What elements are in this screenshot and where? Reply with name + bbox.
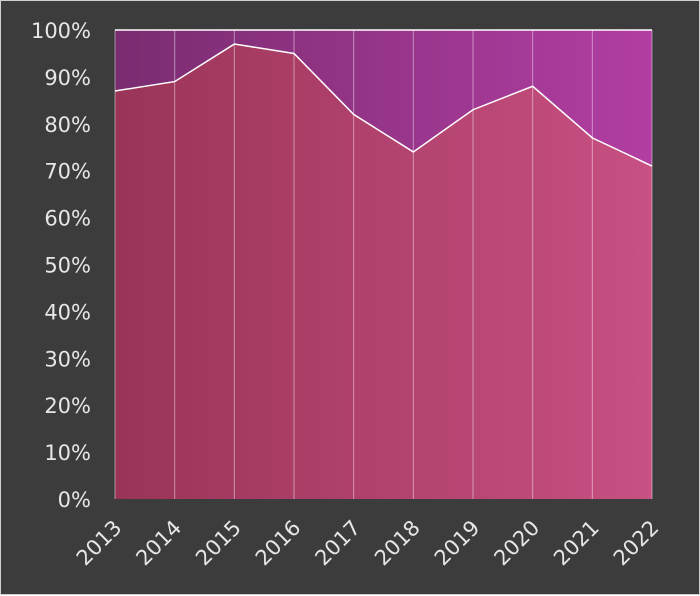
x-tick-label: 2022 (609, 516, 664, 571)
x-tick-label: 2018 (370, 516, 425, 571)
x-tick-label: 2015 (191, 516, 246, 571)
y-tick-label: 50% (44, 254, 91, 278)
x-tick-label: 2021 (549, 516, 604, 571)
x-tick-label: 2019 (430, 516, 485, 571)
y-tick-label: 80% (44, 113, 91, 137)
x-tick-label: 2013 (72, 516, 127, 571)
x-axis-tick-labels: 2013 2014 2015 2016 2017 2018 2019 2020 2021 2022 (72, 516, 664, 571)
x-tick-label: 2017 (310, 516, 365, 571)
x-tick-label: 2014 (131, 516, 186, 571)
area-layer (115, 30, 652, 499)
x-tick-label: 2020 (489, 516, 544, 571)
series-1-line (114, 43, 653, 167)
series-1-area (115, 44, 652, 499)
y-tick-label: 20% (44, 394, 91, 418)
y-tick-label: 70% (44, 160, 91, 184)
y-tick-label: 0% (58, 488, 91, 512)
y-tick-label: 30% (44, 347, 91, 371)
y-tick-label: 10% (44, 441, 91, 465)
y-tick-label: 100% (31, 19, 91, 43)
grid-layer (114, 30, 653, 499)
x-tick-label: 2016 (251, 516, 306, 571)
y-tick-label: 90% (44, 66, 91, 90)
y-tick-label: 40% (44, 300, 91, 324)
line-layer (114, 29, 653, 167)
y-tick-label: 60% (44, 207, 91, 231)
y-axis-tick-labels: 0% 10% 20% 30% 40% 50% 60% 70% 80% 90% 100% (31, 19, 91, 512)
series-2-area (115, 30, 652, 167)
